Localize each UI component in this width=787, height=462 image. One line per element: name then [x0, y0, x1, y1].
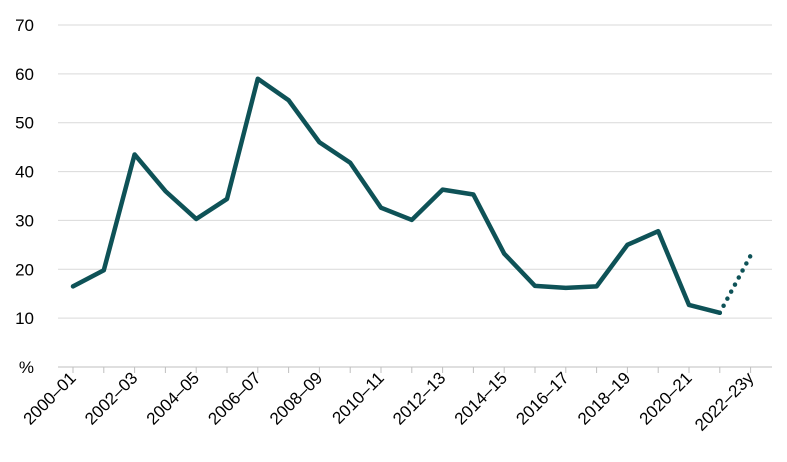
y-tick-label: 10	[15, 309, 34, 328]
x-tick-label: 2002–03	[81, 368, 141, 428]
projection-line	[717, 253, 753, 316]
x-tick-label: 2022–23y	[691, 368, 758, 435]
y-tick-label: 60	[15, 65, 34, 84]
series-lines	[70, 76, 753, 316]
y-axis-label: %	[19, 358, 34, 377]
gridlines	[58, 24, 772, 319]
x-tick-label: 2010–11	[328, 368, 387, 427]
y-tick-label: 70	[15, 16, 34, 35]
x-tick-label: 2004–05	[143, 368, 203, 428]
y-tick-labels: 10 20 30 40 50 60 70	[15, 16, 34, 328]
y-tick-label: 30	[15, 211, 34, 230]
x-axis: 2000–01 2002–03 2004–05 2006–07 2008–09 2010–…	[20, 366, 772, 435]
x-tick-label: 2008–09	[266, 368, 326, 428]
y-tick-label: 50	[15, 114, 34, 133]
x-tick-label: 2018–19	[574, 368, 634, 428]
x-tick-label: 2012–13	[389, 368, 449, 428]
x-tick-label: 2016–17	[512, 368, 572, 428]
y-tick-label: 40	[15, 163, 34, 182]
x-tick-label: 2006–07	[204, 368, 264, 428]
x-tick-label: 2020–21	[636, 368, 696, 428]
x-tick-label: 2000–01	[20, 368, 80, 428]
x-tick-label: 2014–15	[451, 368, 511, 428]
y-tick-label: 20	[15, 260, 34, 279]
series-line	[70, 76, 723, 316]
